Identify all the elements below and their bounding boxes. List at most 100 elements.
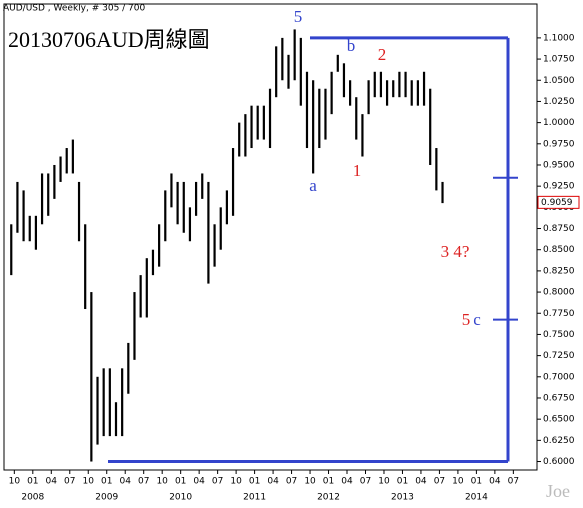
- price-bar: [34, 215, 38, 250]
- price-bar: [422, 71, 426, 106]
- price-bar: [108, 368, 111, 437]
- year-label: 2008: [21, 493, 44, 503]
- price-bar: [398, 71, 401, 98]
- price-bar: [312, 80, 315, 174]
- y-tick-label: 0.6500: [543, 415, 575, 425]
- price-bar: [28, 215, 31, 242]
- x-tick-label: 10: [378, 477, 390, 487]
- y-tick-label: 0.6750: [543, 393, 575, 403]
- x-tick-label: 10: [83, 477, 95, 487]
- price-bar: [275, 46, 278, 98]
- wave-annotation: 2: [378, 45, 387, 64]
- price-bar: [256, 105, 259, 140]
- y-tick-label: 0.7750: [543, 309, 575, 319]
- x-tick-label: 04: [267, 477, 279, 487]
- wave-annotation: a: [309, 176, 317, 195]
- price-bar: [158, 224, 161, 267]
- x-tick-label: 07: [138, 477, 149, 487]
- price-bar: [416, 80, 419, 106]
- price-bar: [225, 190, 228, 225]
- price-bar: [238, 122, 241, 157]
- price-bar: [349, 80, 352, 106]
- price-bar: [22, 190, 25, 242]
- y-tick-label: 1.0500: [543, 76, 575, 86]
- y-tick-label: 0.6000: [543, 457, 575, 467]
- y-tick-label: 1.1000: [543, 33, 575, 43]
- price-bar: [127, 342, 130, 394]
- wave-annotation: 5: [462, 310, 471, 329]
- price-bar: [139, 275, 142, 318]
- price-bar: [53, 164, 56, 199]
- x-tick-label: 01: [249, 477, 260, 487]
- price-bar: [250, 105, 253, 149]
- price-bar: [188, 207, 192, 242]
- x-tick-label: 07: [64, 477, 75, 487]
- price-bar: [367, 80, 370, 115]
- price-bar: [410, 80, 413, 106]
- price-bar: [392, 80, 395, 98]
- price-bar: [84, 224, 87, 310]
- x-tick-label: 10: [9, 477, 21, 487]
- plot-frame: [3, 3, 538, 471]
- price-bar: [404, 71, 407, 98]
- price-bar: [133, 292, 136, 360]
- x-tick-label: 10: [230, 477, 242, 487]
- x-tick-label: 07: [508, 477, 519, 487]
- price-bar: [342, 63, 346, 98]
- y-tick-label: 1.0000: [543, 118, 575, 128]
- x-tick-label: 07: [286, 477, 297, 487]
- y-tick-label: 0.9500: [543, 160, 575, 170]
- x-tick-label: 07: [360, 477, 371, 487]
- x-tick-label: 04: [119, 477, 131, 487]
- price-bar: [182, 181, 185, 233]
- year-label: 2012: [317, 493, 340, 503]
- price-bar: [219, 207, 222, 250]
- price-bar: [244, 114, 247, 157]
- price-bar: [145, 258, 148, 318]
- watermark: Joe: [546, 481, 570, 501]
- price-bar: [336, 54, 339, 72]
- x-tick-label: 07: [212, 477, 223, 487]
- price-bar: [373, 71, 376, 98]
- price-bar: [207, 181, 210, 284]
- price-bar: [231, 148, 235, 216]
- year-label: 2013: [391, 493, 414, 503]
- price-bar: [441, 181, 444, 204]
- x-tick-label: 04: [193, 477, 205, 487]
- last-price: 0.9059: [541, 198, 573, 208]
- price-bar: [281, 37, 284, 81]
- y-tick-label: 0.7000: [543, 372, 575, 382]
- x-tick-label: 10: [452, 477, 464, 487]
- x-tick-label: 01: [471, 477, 482, 487]
- price-bar: [324, 88, 327, 140]
- x-tick-label: 04: [46, 477, 58, 487]
- y-tick-label: 0.7500: [543, 330, 575, 340]
- price-bar: [40, 173, 44, 225]
- chart-title: 20130706AUD周線圖: [8, 27, 210, 52]
- year-label: 2009: [95, 493, 118, 503]
- y-tick-label: 0.7250: [543, 351, 575, 361]
- price-bar: [16, 181, 19, 233]
- price-bar: [47, 173, 50, 216]
- price-bar: [385, 80, 389, 106]
- price-bar: [164, 190, 167, 242]
- price-bar: [268, 88, 272, 149]
- price-bar: [379, 71, 383, 98]
- price-bar: [287, 54, 290, 89]
- price-bar: [10, 224, 13, 276]
- wave-annotation: 5: [294, 7, 303, 26]
- price-bar: [213, 224, 216, 267]
- price-bar: [361, 114, 364, 157]
- x-tick-label: 10: [304, 477, 316, 487]
- x-tick-label: 01: [101, 477, 112, 487]
- y-tick-label: 0.8000: [543, 288, 575, 298]
- x-tick-label: 01: [397, 477, 408, 487]
- price-bar: [71, 139, 74, 174]
- price-bar: [170, 173, 173, 208]
- x-tick-label: 01: [27, 477, 38, 487]
- year-label: 2011: [243, 493, 266, 503]
- y-tick-label: 1.0250: [543, 97, 575, 107]
- y-tick-label: 0.8750: [543, 224, 575, 234]
- y-tick-label: 1.0750: [543, 55, 575, 65]
